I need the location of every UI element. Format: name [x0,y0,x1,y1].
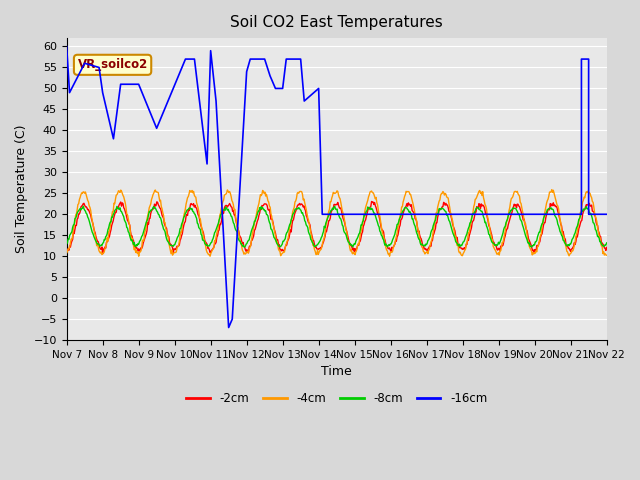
Title: Soil CO2 East Temperatures: Soil CO2 East Temperatures [230,15,443,30]
Legend: -2cm, -4cm, -8cm, -16cm: -2cm, -4cm, -8cm, -16cm [181,387,492,410]
X-axis label: Time: Time [321,365,352,378]
Y-axis label: Soil Temperature (C): Soil Temperature (C) [15,125,28,253]
Text: VR_soilco2: VR_soilco2 [77,58,148,72]
